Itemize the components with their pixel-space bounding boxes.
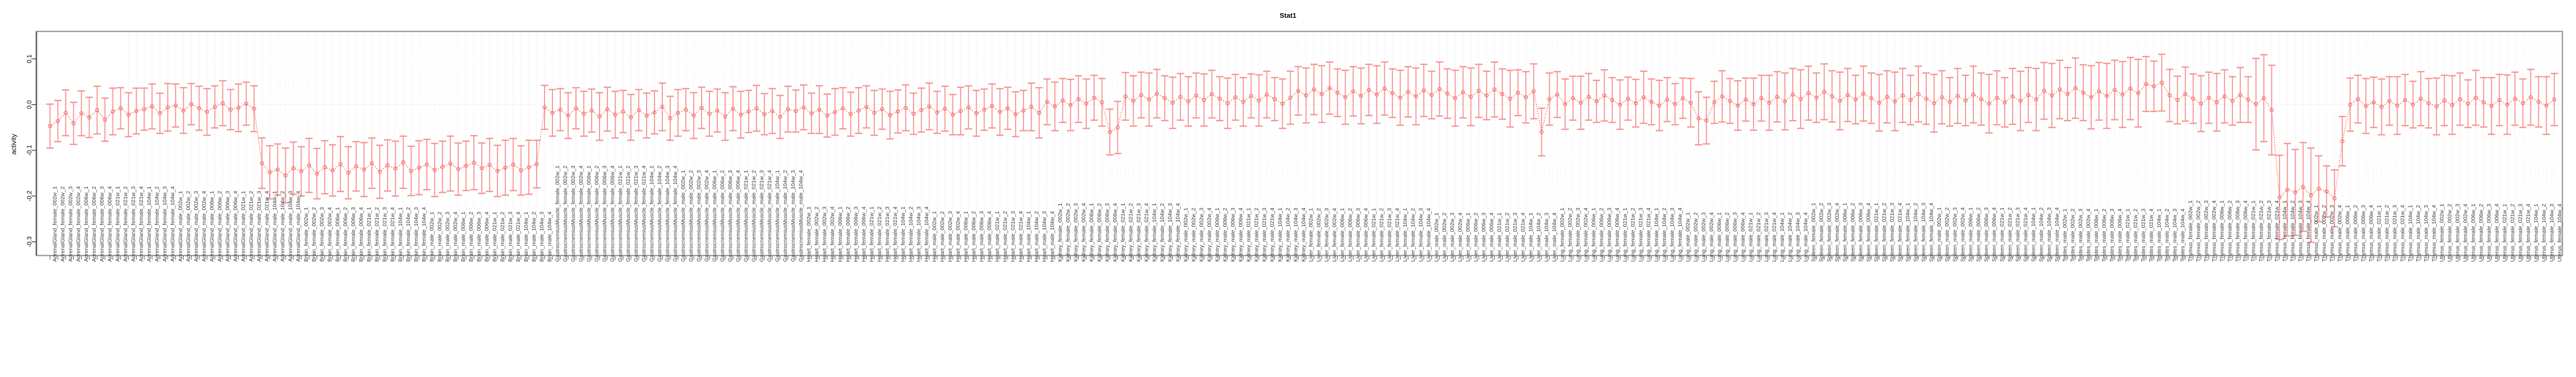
svg-text:-0.2: -0.2 [26, 191, 33, 202]
gridlines [128, 32, 2555, 254]
data-line [50, 82, 2555, 199]
error-bars [46, 53, 2558, 243]
data-points [48, 80, 2557, 201]
plot-box-border [36, 30, 2563, 257]
svg-text:0.0: 0.0 [26, 100, 33, 109]
svg-text:-0.1: -0.1 [26, 145, 33, 156]
svg-text:0.1: 0.1 [26, 54, 33, 63]
chart-title: Stat1 [1280, 12, 1296, 19]
x-axis-ticks [49, 256, 2555, 260]
y-axis: 0.1 0.0 -0.1 -0.2 -0.3 [26, 31, 37, 256]
svg-text:-0.3: -0.3 [26, 236, 33, 247]
